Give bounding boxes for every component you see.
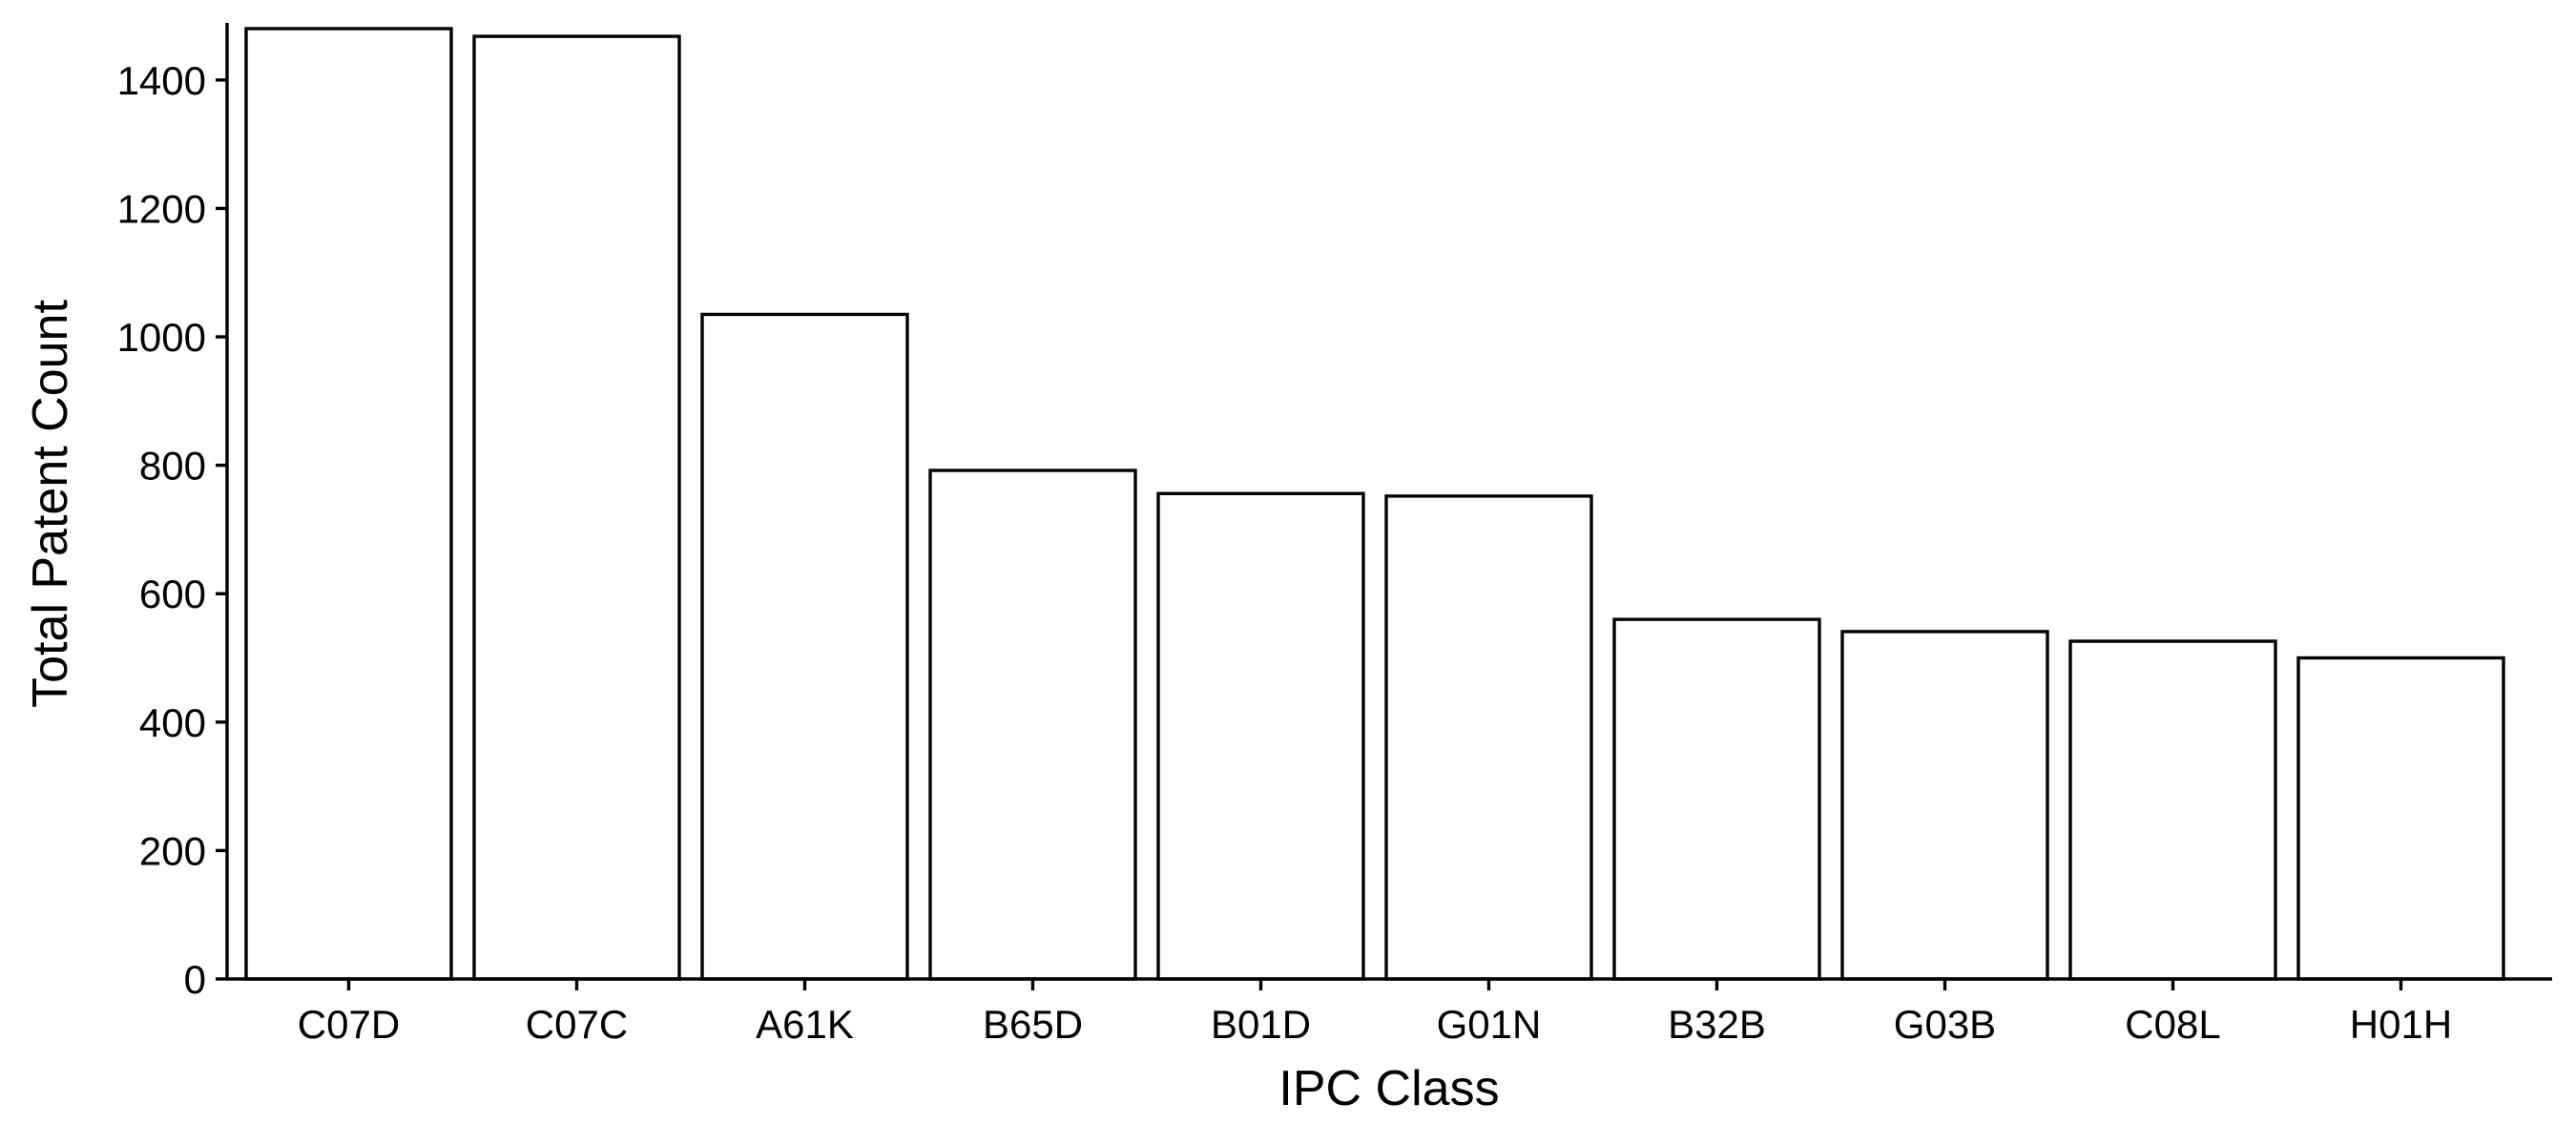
y-tick-label: 400 — [139, 700, 206, 745]
x-tick-label: A61K — [756, 1002, 854, 1047]
bar-b65d — [928, 468, 1137, 981]
bar-b01d — [1156, 491, 1365, 981]
x-tick-label: C07D — [298, 1002, 400, 1047]
y-tick-label: 800 — [139, 444, 206, 489]
x-tick-label: H01H — [2350, 1002, 2452, 1047]
y-axis-title: Total Patent Count — [23, 300, 78, 708]
x-tick-label: C08L — [2125, 1002, 2220, 1047]
y-axis-ticks: 0 200 400 600 800 1000 1200 1400 — [117, 58, 227, 1002]
bar-a61k — [700, 312, 909, 981]
x-tick-label: G03B — [1894, 1002, 1996, 1047]
y-tick-label: 0 — [184, 957, 206, 1002]
bar-c07c — [472, 34, 681, 981]
y-tick-label: 1200 — [117, 186, 206, 231]
x-tick-label: G01N — [1437, 1002, 1542, 1047]
x-tick-label: B65D — [983, 1002, 1083, 1047]
y-tick-label: 600 — [139, 572, 206, 616]
bar-g03b — [1840, 630, 2049, 981]
y-tick-label: 1400 — [117, 58, 206, 103]
bars-layer — [244, 27, 2505, 981]
bar-h01h — [2296, 656, 2505, 981]
y-tick-label: 200 — [139, 828, 206, 873]
bar-c08l — [2068, 639, 2277, 981]
x-tick-label: B01D — [1211, 1002, 1311, 1047]
bar-b32b — [1612, 617, 1821, 981]
x-tick-label: B32B — [1668, 1002, 1766, 1047]
x-axis-title: IPC Class — [1278, 1061, 1499, 1116]
bar-c07d — [244, 27, 453, 981]
y-tick-label: 1000 — [117, 315, 206, 360]
x-tick-label: C07C — [526, 1002, 628, 1047]
bar-g01n — [1384, 494, 1593, 981]
x-axis-ticks: C07D C07C A61K B65D B01D G01N B32B G03B C08L H01H — [298, 979, 2452, 1047]
